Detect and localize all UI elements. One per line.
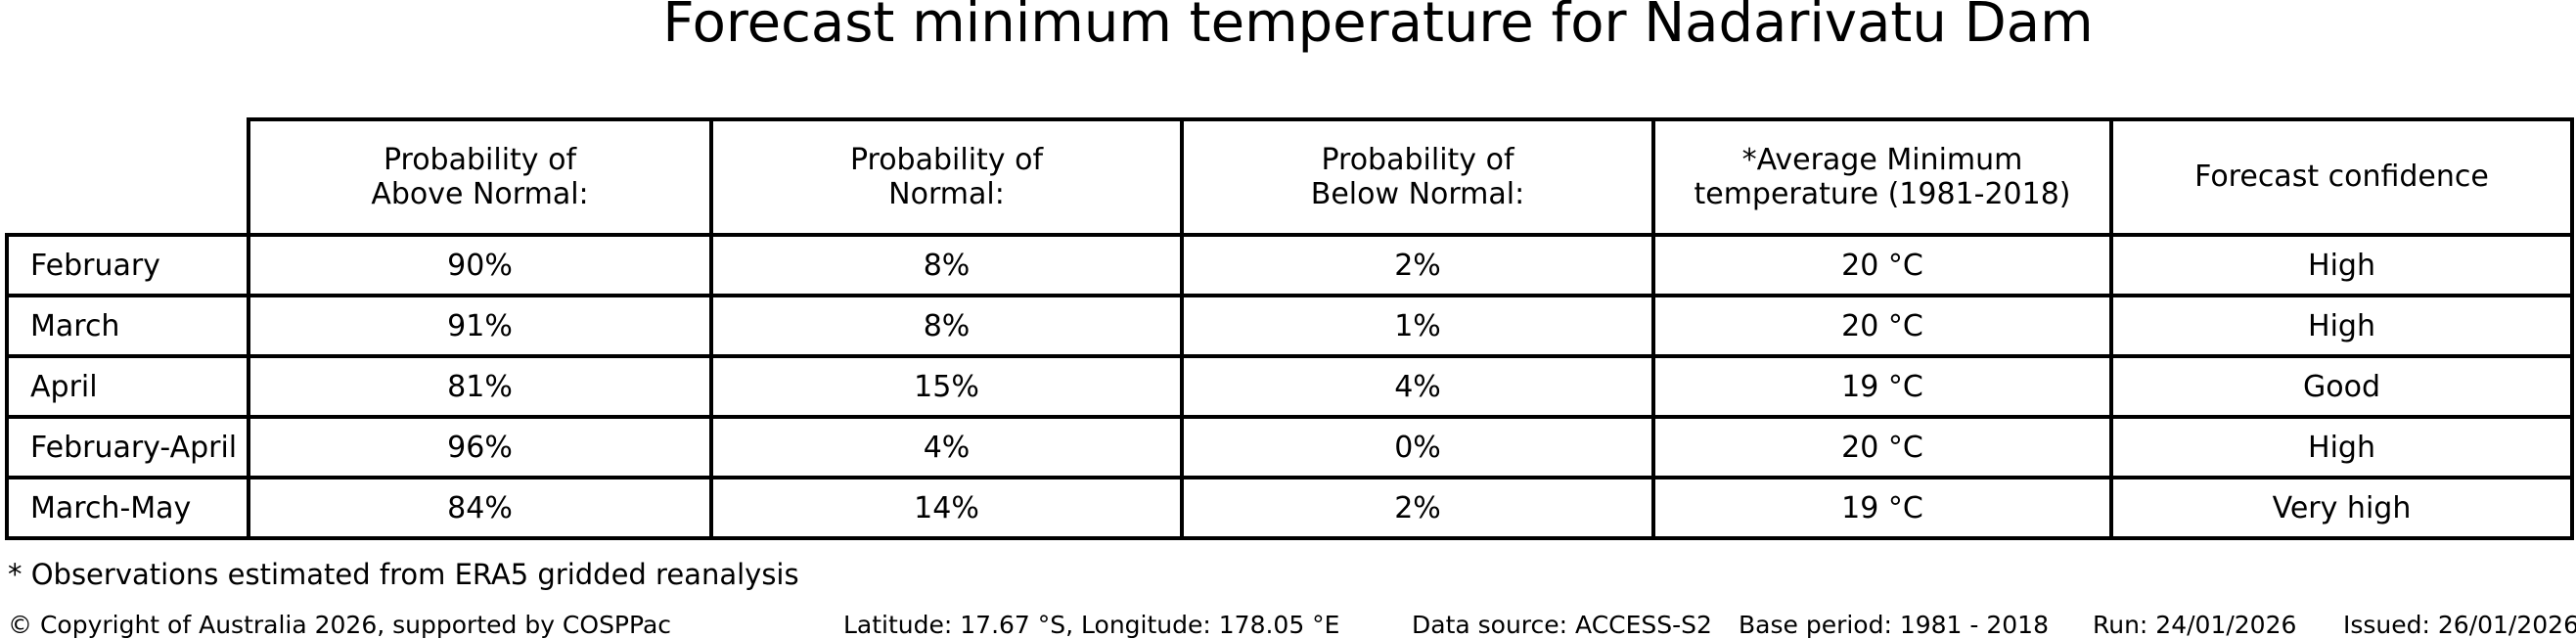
- table-cell-above-normal: 91%: [247, 294, 713, 358]
- footer-bar: © Copyright of Australia 2026, supported…: [0, 611, 2576, 639]
- table-cell-below-normal: 1%: [1180, 294, 1655, 358]
- column-header-above-normal: Probability of Above Normal:: [247, 117, 713, 237]
- table-row-february-april: February-April 96% 4% 0% 20 °C High: [5, 415, 2574, 479]
- table-cell-normal: 4%: [709, 415, 1184, 479]
- copyright-text: © Copyright of Australia 2026, supported…: [8, 611, 672, 639]
- column-header-forecast-confidence: Forecast confidence: [2109, 117, 2574, 237]
- table-cell-confidence: Very high: [2109, 476, 2574, 540]
- table-row-march: March 91% 8% 1% 20 °C High: [5, 294, 2574, 358]
- observations-footnote: * Observations estimated from ERA5 gridd…: [8, 558, 799, 591]
- table-cell-confidence: High: [2109, 415, 2574, 479]
- table-cell-above-normal: 90%: [247, 233, 713, 297]
- location-coordinates: Latitude: 17.67 °S, Longitude: 178.05 °E: [843, 611, 1340, 639]
- table-row-march-may: March-May 84% 14% 2% 19 °C Very high: [5, 476, 2574, 540]
- table-cell-average-minimum: 20 °C: [1651, 294, 2113, 358]
- data-source-text: Data source: ACCESS-S2: [1412, 611, 1712, 639]
- table-cell-above-normal: 81%: [247, 354, 713, 419]
- row-label: February: [5, 233, 250, 297]
- table-row-april: April 81% 15% 4% 19 °C Good: [5, 354, 2574, 419]
- table-cell-average-minimum: 20 °C: [1651, 233, 2113, 297]
- column-header-average-minimum: *Average Minimum temperature (1981-2018): [1651, 117, 2113, 237]
- page-title: Forecast minimum temperature for Nadariv…: [662, 0, 2094, 55]
- issued-date-text: Issued: 26/01/2026: [2343, 611, 2576, 639]
- base-period-text: Base period: 1981 - 2018: [1739, 611, 2049, 639]
- row-label: April: [5, 354, 250, 419]
- table-cell-normal: 8%: [709, 294, 1184, 358]
- table-cell-average-minimum: 19 °C: [1651, 476, 2113, 540]
- table-cell-below-normal: 4%: [1180, 354, 1655, 419]
- table-cell-below-normal: 0%: [1180, 415, 1655, 479]
- row-label: February-April: [5, 415, 250, 479]
- table-cell-above-normal: 96%: [247, 415, 713, 479]
- table-cell-average-minimum: 19 °C: [1651, 354, 2113, 419]
- row-label: March: [5, 294, 250, 358]
- row-label: March-May: [5, 476, 250, 540]
- table-cell-normal: 14%: [709, 476, 1184, 540]
- table-cell-above-normal: 84%: [247, 476, 713, 540]
- column-header-below-normal: Probability of Below Normal:: [1180, 117, 1655, 237]
- table-cell-average-minimum: 20 °C: [1651, 415, 2113, 479]
- table-cell-confidence: High: [2109, 233, 2574, 297]
- table-header-row: Probability of Above Normal: Probability…: [7, 117, 2574, 237]
- corner-cell: [7, 119, 249, 235]
- forecast-table: Probability of Above Normal: Probability…: [5, 117, 2574, 540]
- table-cell-normal: 15%: [709, 354, 1184, 419]
- table-cell-normal: 8%: [709, 233, 1184, 297]
- table-cell-confidence: High: [2109, 294, 2574, 358]
- column-header-normal: Probability of Normal:: [709, 117, 1184, 237]
- run-date-text: Run: 24/01/2026: [2093, 611, 2297, 639]
- table-cell-below-normal: 2%: [1180, 476, 1655, 540]
- table-row-february: February 90% 8% 2% 20 °C High: [5, 233, 2574, 297]
- table-cell-confidence: Good: [2109, 354, 2574, 419]
- table-cell-below-normal: 2%: [1180, 233, 1655, 297]
